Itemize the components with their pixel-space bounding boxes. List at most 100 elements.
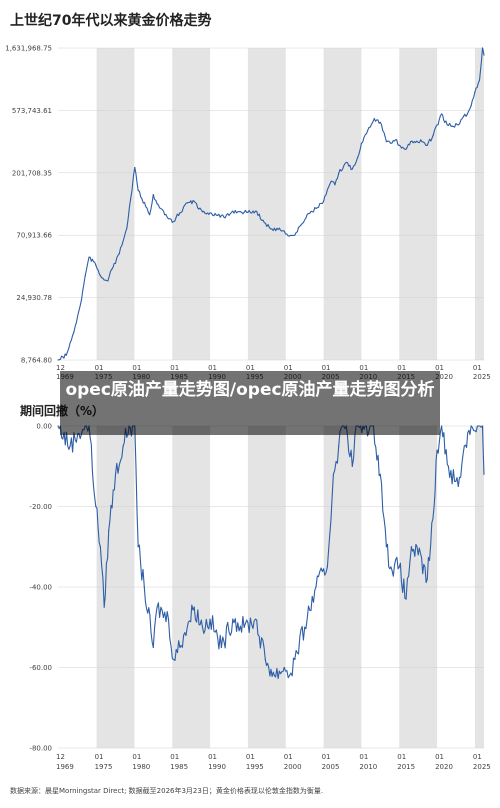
chart-2-data-point — [417, 554, 419, 556]
chart-2-data-point — [114, 473, 117, 475]
chart-2-x-tick-year: 2020 — [435, 763, 453, 771]
chart-1-data-point — [99, 275, 101, 277]
chart-1-data-point — [478, 79, 481, 81]
chart-2-x-tick-month: 01 — [473, 753, 482, 761]
chart-1-data-point — [410, 141, 412, 143]
chart-1-x-tick-month: 01 — [322, 364, 331, 372]
chart-2-x-tick-year: 1969 — [56, 763, 74, 771]
chart-1-x-tick-year: 2025 — [473, 373, 491, 381]
chart-2-x-tick-month: 01 — [208, 753, 217, 761]
chart-1-x-tick-year: 2020 — [435, 373, 453, 381]
chart-1: 1,631,968.75 573,743.61 201,708.35 70,913.6… — [5, 45, 491, 382]
chart-2-x-tick-month: 01 — [95, 753, 104, 761]
chart-1-data-point — [294, 234, 296, 236]
chart-2-x-tick-month: 01 — [359, 753, 368, 761]
chart-1-data-point — [405, 148, 407, 150]
chart-1-data-point — [179, 212, 181, 214]
chart-2-data-point — [156, 606, 158, 608]
chart-2-data-point — [426, 578, 428, 580]
chart-1-x-tick-month: 01 — [359, 364, 368, 372]
chart-2-x-tick-year: 1985 — [170, 763, 188, 771]
chart-2-data-point — [209, 618, 211, 620]
chart-1-x-tick-month: 01 — [208, 364, 217, 372]
chart-1-data-point — [232, 210, 234, 212]
chart-1-data-point — [80, 299, 83, 301]
chart-1-band — [399, 48, 438, 360]
chart-2-x-tick-year: 2025 — [473, 763, 491, 771]
chart-2-data-point — [332, 473, 335, 475]
chart-1-data-point — [357, 157, 359, 159]
chart-2-x-tick-month: 01 — [246, 753, 255, 761]
chart-1-data-point — [351, 168, 353, 170]
chart-1-data-point — [462, 115, 465, 117]
chart-1-data-point — [164, 214, 166, 216]
chart-1-x-tick-month: 01 — [132, 364, 141, 372]
chart-2-data-point — [457, 485, 459, 487]
chart-2-x-tick-month: 01 — [435, 753, 444, 761]
chart-2-y-tick-label: -20.00 — [29, 503, 52, 511]
chart-2-data-point — [264, 658, 266, 661]
chart-2-data-point — [152, 646, 154, 648]
chart-1-data-point — [134, 167, 136, 169]
chart-1-data-point — [283, 230, 285, 232]
chart-2-x-tick-month: 01 — [322, 753, 331, 761]
chart-1-x-tick-month: 01 — [170, 364, 179, 372]
chart-1-data-point — [171, 221, 173, 223]
chart-1-band — [172, 48, 211, 360]
chart-1-x-tick-month: 01 — [246, 364, 255, 372]
chart-1-data-point — [130, 198, 132, 200]
chart-1-data-point — [148, 214, 151, 216]
chart-1-data-point — [441, 113, 443, 115]
chart-1-data-point — [345, 161, 347, 164]
chart-2-x-tick-month: 01 — [284, 753, 293, 761]
chart-1-data-point — [65, 354, 67, 356]
chart-2-data-point — [405, 598, 407, 600]
chart-1-data-point — [426, 144, 428, 146]
chart-title: 上世纪70年代以来黄金价格走势 — [10, 13, 212, 29]
chart-1-data-point — [394, 139, 397, 141]
chart-1-band — [323, 48, 362, 360]
chart-1-data-point — [126, 227, 128, 229]
chart-1-x-tick-month: 01 — [397, 364, 406, 372]
chart-2-data-point — [143, 586, 145, 588]
chart-1-data-point — [107, 280, 109, 282]
data-source-note: 数据来源：晨星Morningstar Direct; 数据截至2026年3月23… — [10, 787, 324, 795]
chart-1-data-point — [152, 193, 154, 196]
chart-1-data-point — [421, 141, 423, 143]
chart-1-data-point — [474, 91, 476, 93]
chart-1-data-point — [88, 256, 90, 258]
chart-2-x-tick-year: 1990 — [208, 763, 226, 771]
chart-1-data-point — [224, 217, 226, 219]
chart-2-data-point — [183, 634, 185, 636]
chart-1-x-tick-month: 01 — [473, 364, 482, 372]
chart-1-data-point — [84, 275, 86, 277]
chart-2-data-point — [441, 425, 443, 427]
chart-1-y-tick-label: 573,743.61 — [12, 107, 52, 115]
chart-1-data-point — [262, 219, 264, 221]
chart-1-band — [96, 48, 135, 360]
chart-2-data-point — [69, 445, 71, 447]
chart-2-x-tick-year: 2005 — [322, 763, 340, 771]
chart-1-band — [247, 48, 286, 360]
chart-1-data-point — [57, 359, 59, 361]
chart-2-data-point — [398, 566, 400, 568]
chart-1-data-point — [186, 202, 188, 204]
chart-2-y-tick-label: 0.00 — [36, 423, 52, 431]
chart-2-data-point — [254, 618, 257, 620]
chart-2-data-point — [304, 626, 306, 628]
chart-1-x-tick-month: 01 — [284, 364, 293, 372]
chart-2-data-point — [288, 674, 291, 677]
chart-1-data-point — [254, 210, 257, 212]
chart-2-data-point — [294, 658, 296, 661]
chart-1-data-point — [483, 54, 485, 56]
chart-1-data-point — [300, 224, 302, 226]
chart-2: 0.00 -20.00 -40.00 -60.00 -80.00 12 1969 01 1975… — [29, 423, 490, 772]
chart-1-y-tick-label: 8,764.80 — [21, 357, 52, 365]
chart-1-data-point — [315, 207, 317, 210]
chart-2-data-point — [232, 618, 234, 620]
chart-1-data-point — [118, 253, 120, 255]
chart-2-data-point — [481, 425, 484, 427]
chart-2-data-point — [283, 666, 285, 669]
chart-1-data-point — [239, 211, 241, 213]
